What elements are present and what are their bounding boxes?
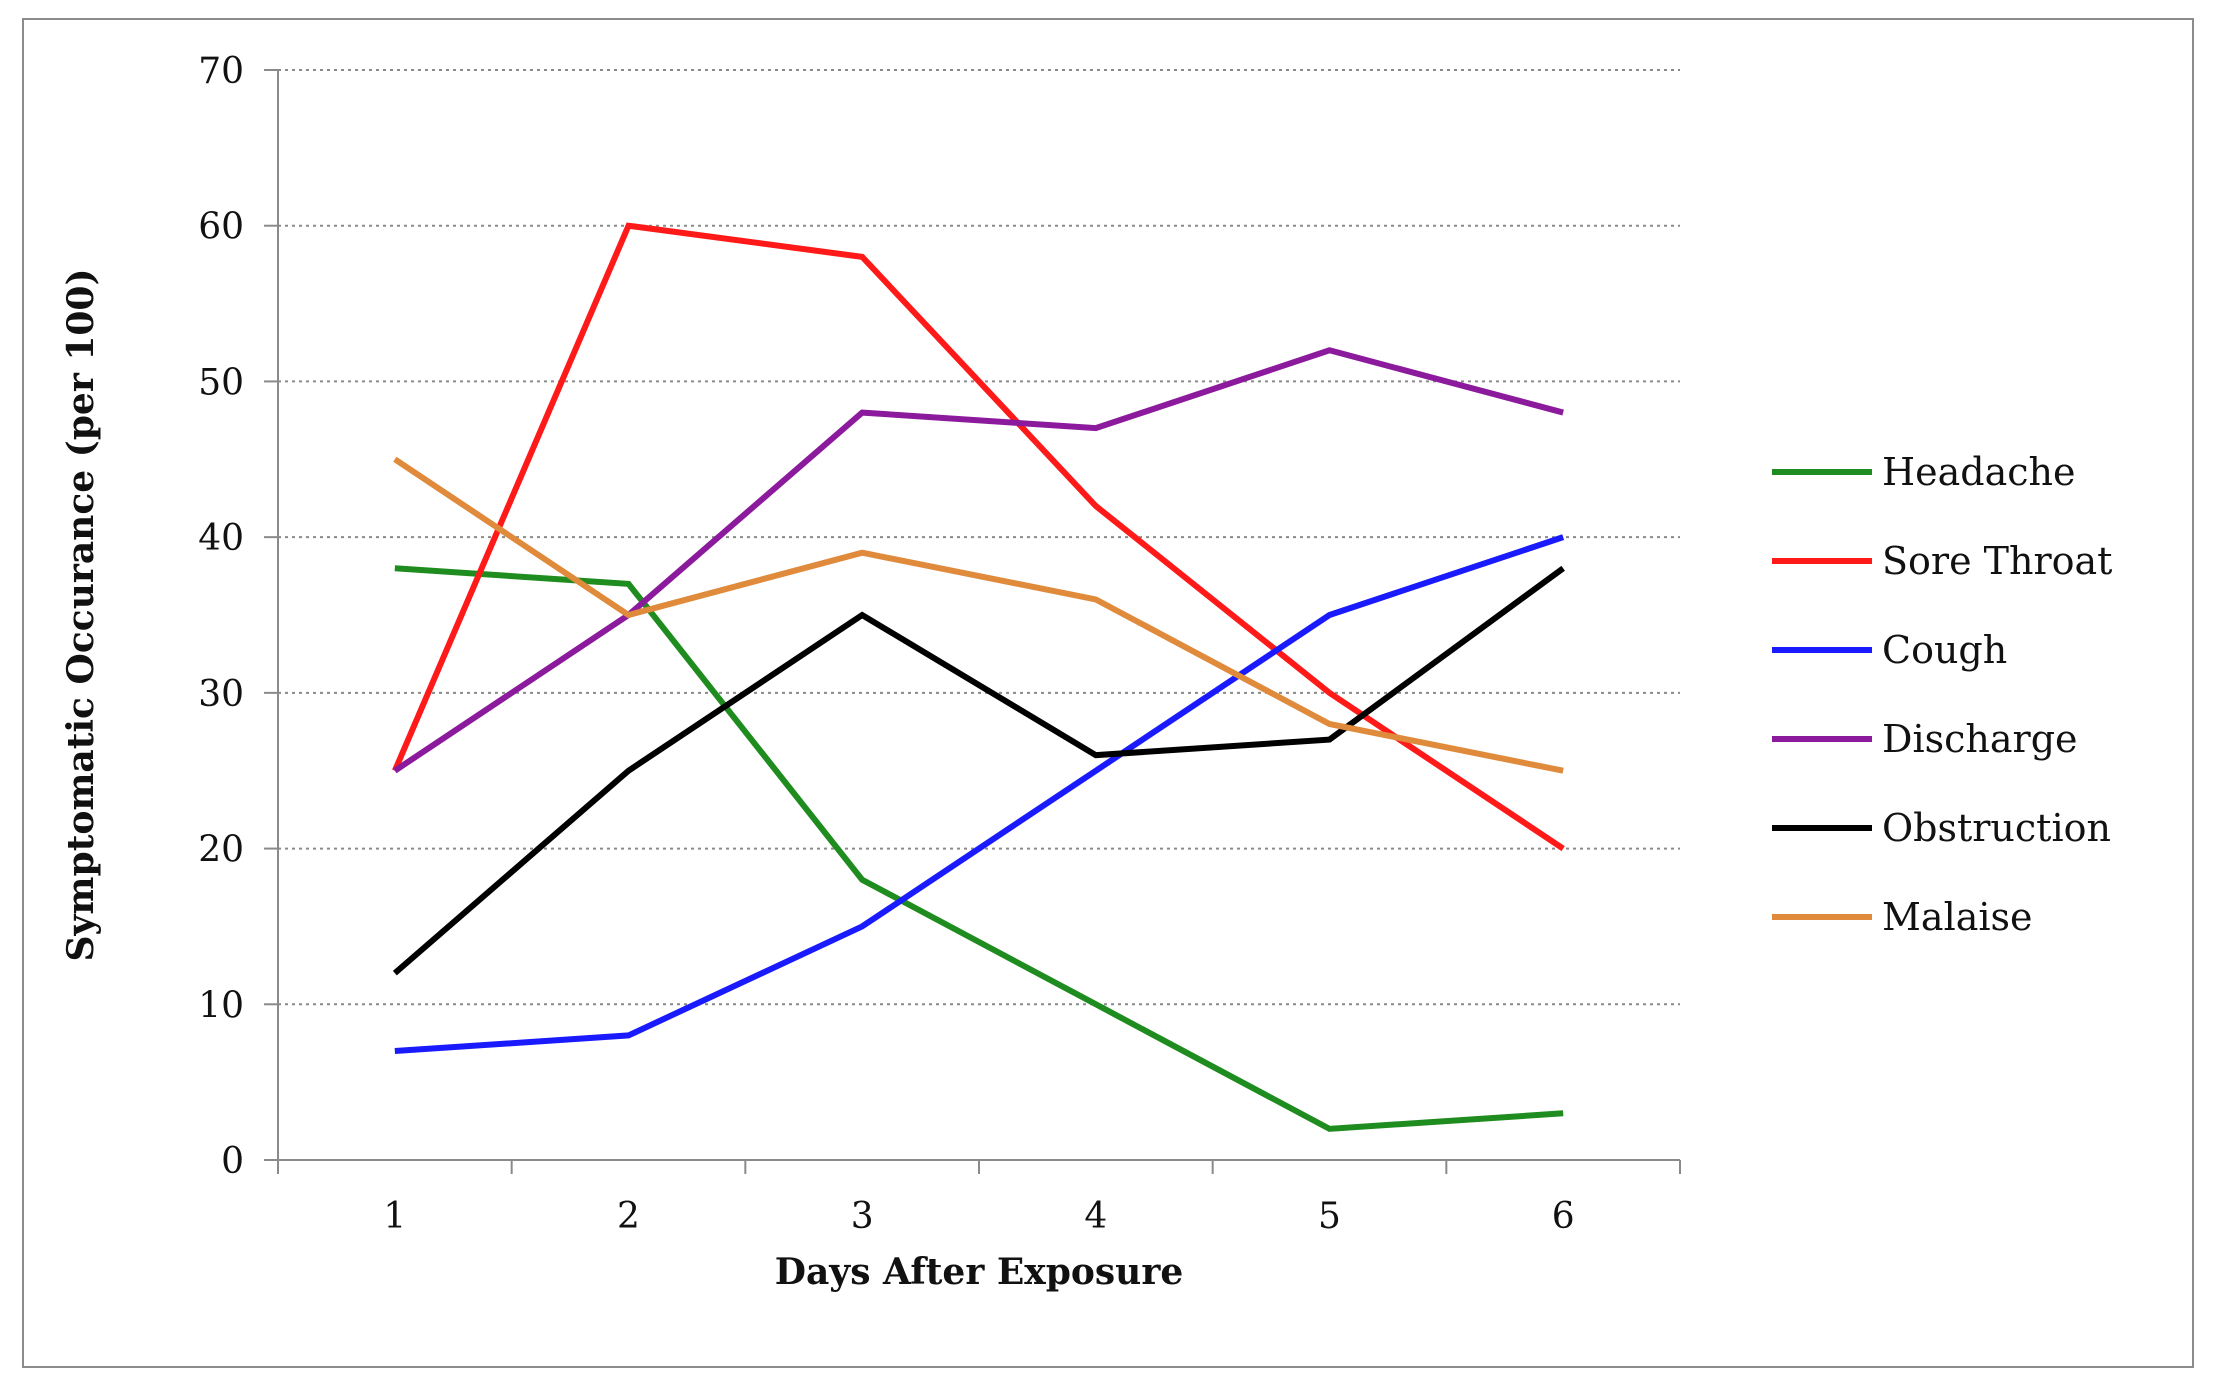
tick-labels: 0 10 20 30 40 50 60 70 1 2 3 4 5 6 — [198, 51, 1574, 1237]
y-tick-label: 50 — [198, 362, 244, 403]
x-tick-label: 5 — [1318, 1196, 1341, 1237]
legend-label-sore-throat: Sore Throat — [1882, 539, 2112, 583]
y-tick-label: 60 — [198, 207, 244, 248]
x-tick-label: 1 — [383, 1196, 406, 1237]
series-line-malaise — [393, 456, 1564, 774]
x-tick-label: 3 — [851, 1196, 874, 1237]
x-axis-title: Days After Exposure — [775, 1251, 1183, 1293]
legend-label-cough: Cough — [1882, 628, 2007, 672]
series-line-discharge — [393, 347, 1564, 774]
y-tick-label: 40 — [198, 518, 244, 559]
x-tick-label: 6 — [1552, 1196, 1575, 1237]
legend: Headache Sore Throat Cough Discharge Obstruc… — [1772, 450, 2112, 939]
y-tick-label: 10 — [198, 985, 244, 1026]
axes — [264, 69, 1681, 1174]
legend-label-malaise: Malaise — [1882, 895, 2033, 939]
chart-frame: 0 10 20 30 40 50 60 70 1 2 3 4 5 6 Days After Exposur… — [22, 18, 2194, 1368]
legend-label-discharge: Discharge — [1882, 717, 2078, 761]
line-chart: 0 10 20 30 40 50 60 70 1 2 3 4 5 6 Days After Exposur… — [60, 51, 2112, 1293]
series-line-obstruction — [392, 565, 1565, 976]
y-tick-label: 70 — [198, 51, 244, 92]
series-line-cough — [394, 534, 1565, 1054]
y-axis-title: Symptomatic Occurance (per 100) — [60, 269, 102, 962]
y-tick-label: 0 — [221, 1141, 244, 1182]
series-lines — [392, 222, 1565, 1132]
series-line-sore-throat — [392, 222, 1565, 852]
y-tick-label: 30 — [198, 674, 244, 715]
y-tick-label: 20 — [198, 830, 244, 871]
series-line-headache — [394, 565, 1564, 1132]
legend-label-headache: Headache — [1882, 450, 2076, 494]
legend-label-obstruction: Obstruction — [1882, 806, 2111, 850]
x-tick-label: 2 — [617, 1196, 640, 1237]
gridlines — [278, 69, 1680, 1006]
x-tick-label: 4 — [1084, 1196, 1107, 1237]
